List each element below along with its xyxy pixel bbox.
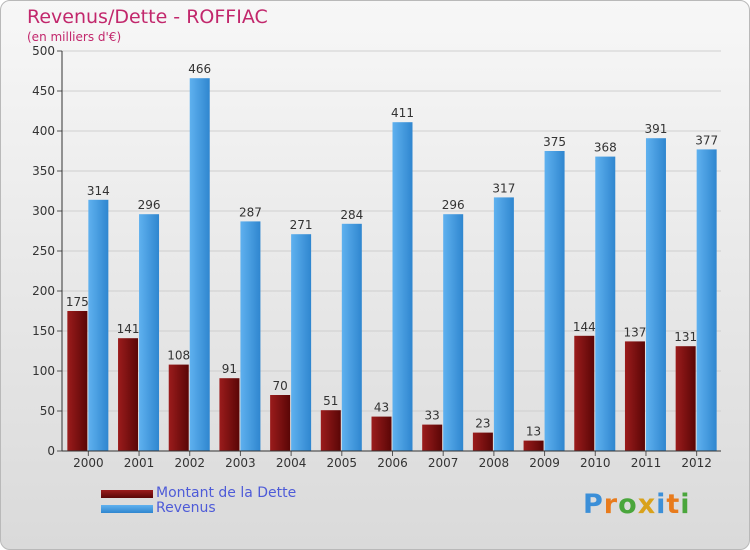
x-tick-label: 2005 (327, 456, 358, 470)
x-tick-label: 2008 (479, 456, 510, 470)
data-label: 368 (594, 141, 617, 155)
y-tick-label: 0 (47, 444, 55, 458)
bar-dette (118, 338, 139, 451)
data-label: 175 (66, 295, 89, 309)
bar-dette (523, 440, 544, 451)
data-label: 141 (117, 322, 140, 336)
legend-label-dette: Montant de la Dette (156, 485, 297, 501)
x-tick-label: 2009 (529, 456, 560, 470)
data-label: 33 (425, 409, 440, 423)
x-tick-label: 2012 (681, 456, 712, 470)
legend-label-revenus: Revenus (156, 500, 216, 516)
data-label: 144 (573, 320, 596, 334)
bar-revenus (291, 234, 312, 451)
bar-revenus (544, 151, 565, 451)
logo-letter: i (680, 489, 691, 520)
x-tick-label: 2000 (73, 456, 104, 470)
data-label: 13 (526, 425, 541, 439)
bar-revenus (645, 138, 666, 451)
legend-swatch-dette (101, 490, 153, 498)
data-label: 411 (391, 106, 414, 120)
bar-dette (371, 416, 392, 451)
y-tick-label: 250 (32, 244, 55, 258)
y-tick-label: 150 (32, 324, 55, 338)
logo-letter: t (666, 489, 681, 520)
bar-revenus (595, 156, 616, 451)
x-tick-label: 2006 (377, 456, 408, 470)
logo-letter: P (583, 489, 604, 520)
bar-revenus (189, 78, 210, 451)
y-tick-label: 300 (32, 204, 55, 218)
y-tick-label: 500 (32, 44, 55, 58)
x-tick-label: 2011 (631, 456, 662, 470)
logo-letter: o (618, 489, 638, 520)
bar-dette (168, 364, 189, 451)
data-label: 70 (272, 379, 287, 393)
data-label: 43 (374, 401, 389, 415)
bar-revenus (341, 223, 362, 451)
x-tick-label: 2007 (428, 456, 459, 470)
data-label: 108 (167, 349, 190, 363)
logo-letter: i (656, 489, 667, 520)
proxiti-logo: Proxiti (583, 489, 691, 520)
data-label: 271 (290, 218, 313, 232)
y-tick-label: 50 (40, 404, 55, 418)
bar-revenus (493, 197, 514, 451)
y-tick-label: 400 (32, 124, 55, 138)
bar-dette (270, 395, 291, 451)
data-label: 284 (340, 208, 363, 222)
data-label: 51 (323, 394, 338, 408)
x-tick-label: 2002 (174, 456, 205, 470)
data-label: 91 (222, 362, 237, 376)
y-tick-label: 350 (32, 164, 55, 178)
bar-dette (320, 410, 341, 451)
x-tick-label: 2010 (580, 456, 611, 470)
data-label: 391 (645, 122, 668, 136)
bar-dette (624, 341, 645, 451)
x-tick-label: 2004 (276, 456, 307, 470)
data-label: 296 (442, 198, 465, 212)
data-label: 314 (87, 184, 110, 198)
x-tick-label: 2003 (225, 456, 256, 470)
bar-revenus (392, 122, 413, 451)
data-label: 131 (674, 330, 697, 344)
y-tick-label: 450 (32, 84, 55, 98)
y-tick-label: 200 (32, 284, 55, 298)
bar-dette (219, 378, 240, 451)
data-label: 317 (492, 181, 515, 195)
data-label: 137 (624, 325, 647, 339)
bar-dette (675, 346, 696, 451)
chart-title: Revenus/Dette - ROFFIAC (27, 6, 268, 28)
bar-revenus (88, 199, 109, 451)
y-tick-label: 100 (32, 364, 55, 378)
data-label: 377 (695, 133, 718, 147)
data-label: 466 (188, 62, 211, 76)
bar-dette (422, 424, 443, 451)
bar-dette (574, 335, 595, 451)
data-label: 375 (543, 135, 566, 149)
bar-revenus (443, 214, 464, 451)
data-label: 296 (138, 198, 161, 212)
bar-revenus (139, 214, 160, 451)
chart-subtitle: (en milliers d'€) (27, 30, 122, 44)
bar-revenus (240, 221, 261, 451)
x-tick-label: 2001 (124, 456, 155, 470)
data-label: 23 (475, 417, 490, 431)
logo-letter: x (637, 489, 657, 520)
logo-letter: r (603, 489, 619, 520)
bar-dette (472, 432, 493, 451)
legend-swatch-revenus (101, 505, 153, 513)
bar-revenus (696, 149, 717, 451)
data-label: 287 (239, 205, 262, 219)
bar-dette (67, 311, 88, 451)
